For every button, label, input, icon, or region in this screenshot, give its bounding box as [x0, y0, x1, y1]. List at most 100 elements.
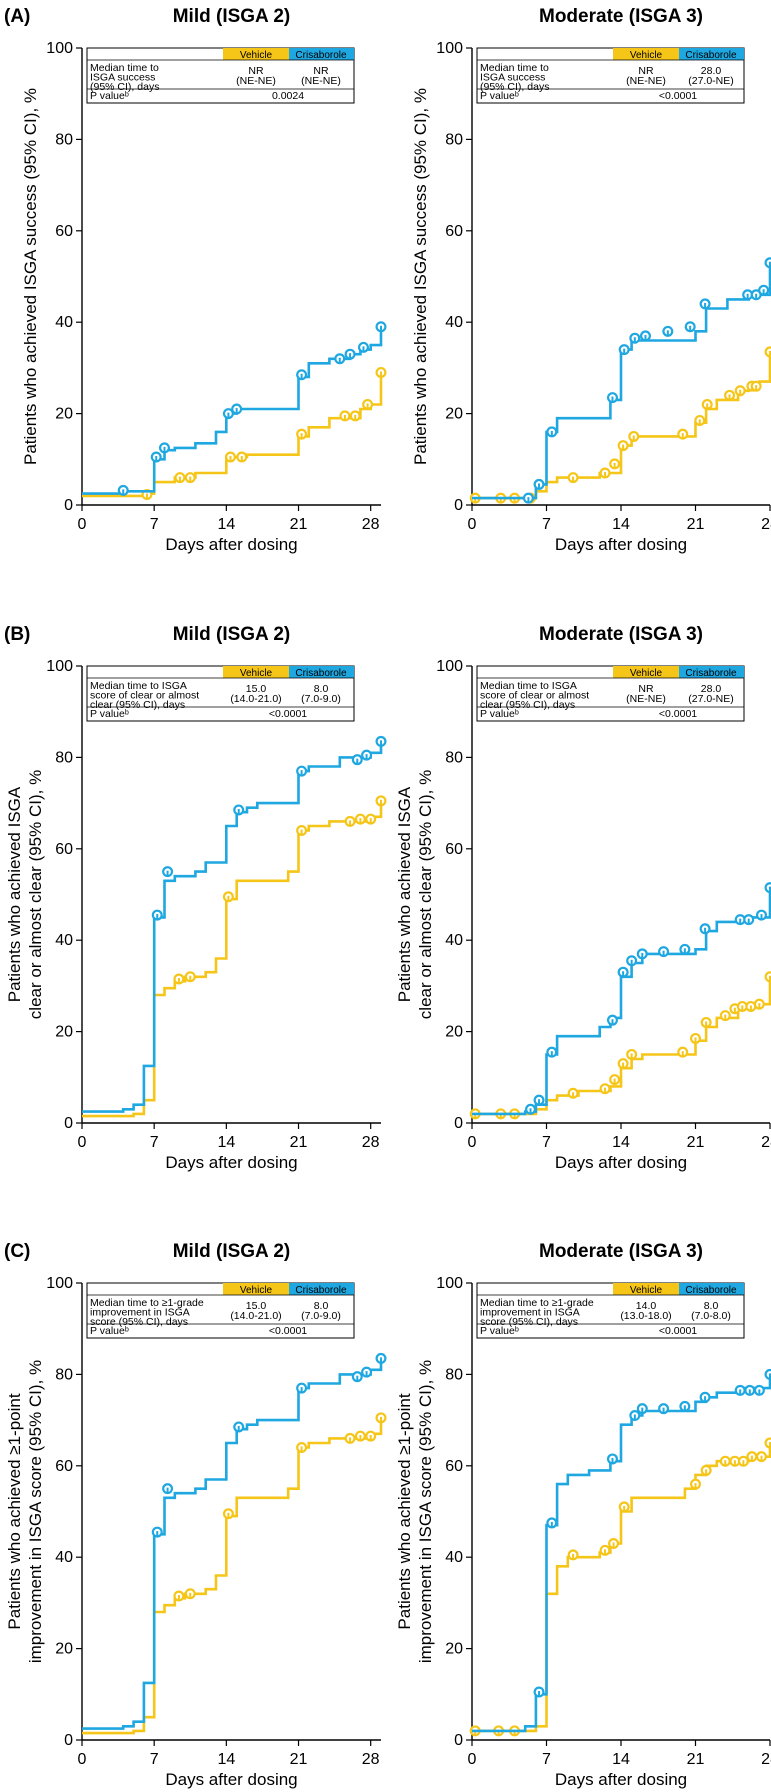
crisaborole-median: NR [313, 65, 329, 77]
p-value: <0.0001 [659, 708, 697, 720]
header-vehicle: Vehicle [630, 1285, 663, 1296]
x-tick-label: 7 [542, 1751, 551, 1768]
p-value: 0.0024 [272, 90, 304, 102]
vehicle-median: (13.0-18.0) [620, 1310, 671, 1322]
y-axis-label: Patients who achieved ≥1-point [395, 1393, 414, 1629]
panel-label: (A) [4, 6, 30, 27]
vehicle-median: 14.0 [636, 1300, 657, 1312]
series-line-crisaborole [82, 743, 383, 1113]
vehicle-median: (NE-NE) [626, 693, 666, 705]
header-crisaborole-cell [289, 666, 354, 678]
y-tick-label: 40 [445, 314, 463, 331]
crisaborole-median: 8.0 [314, 1300, 329, 1312]
header-vehicle-cell [613, 48, 679, 60]
y-tick-label: 80 [445, 749, 463, 766]
chart-title: Mild (ISGA 2) [173, 1241, 291, 1262]
chart-c-mild: Mild (ISGA 2) Patients who achieved ≥1-po… [5, 1241, 387, 1789]
y-tick-label: 40 [445, 1549, 463, 1566]
panel-c: (C) Mild (ISGA 2) Patients who achieved ≥1… [4, 1241, 771, 1789]
x-tick-label: 21 [290, 516, 308, 533]
chart-b-mild: Mild (ISGA 2)Patients who achieved ISGA c… [5, 624, 387, 1172]
x-tick-label: 0 [78, 516, 87, 533]
y-tick-label: 40 [55, 1549, 73, 1566]
header-vehicle: Vehicle [240, 668, 273, 679]
crisaborole-median: (7.0-8.0) [691, 1310, 731, 1322]
info-row-label: clear (95% CI), days [480, 699, 575, 711]
series-line-vehicle [82, 803, 383, 1118]
info-row-label: clear (95% CI), days [90, 699, 185, 711]
x-axis-label: Days after dosing [555, 1153, 687, 1172]
header-vehicle-cell [223, 666, 289, 678]
y-tick-label: 80 [55, 1366, 73, 1383]
p-value-label: P valueᵇ [480, 90, 519, 102]
y-tick-label: 60 [55, 841, 73, 858]
y-tick-label: 40 [445, 932, 463, 949]
vehicle-median: 15.0 [246, 1300, 267, 1312]
x-tick-label: 0 [468, 1751, 477, 1768]
series-crisaborole [472, 1368, 771, 1733]
y-tick-label: 20 [55, 1024, 73, 1041]
x-tick-label: 14 [612, 516, 630, 533]
x-tick-label: 7 [542, 516, 551, 533]
x-tick-label: 21 [687, 1134, 705, 1151]
y-tick-label: 0 [454, 1115, 463, 1132]
x-tick-label: 0 [78, 1134, 87, 1151]
header-vehicle: Vehicle [240, 50, 273, 61]
info-row-label: ISGA success [90, 72, 155, 84]
y-axis-label: Patients who achieved ISGA [395, 786, 414, 1002]
x-tick-label: 0 [468, 516, 477, 533]
y-tick-label: 100 [436, 40, 463, 57]
series-vehicle [82, 1412, 387, 1735]
crisaborole-median: (27.0-NE) [688, 75, 734, 87]
x-tick-label: 7 [150, 516, 159, 533]
info-row-label: (95% CI), days [480, 81, 549, 93]
header-crisaborole: Crisaborole [295, 1285, 347, 1296]
y-tick-label: 20 [55, 406, 73, 423]
y-tick-label: 20 [445, 406, 463, 423]
y-tick-label: 0 [64, 1115, 73, 1132]
x-tick-label: 28 [362, 516, 380, 533]
vehicle-median: (NE-NE) [626, 75, 666, 87]
chart-a-mild: Mild (ISGA 2) Patients who achieved ISGA … [21, 6, 387, 554]
y-tick-label: 40 [55, 314, 73, 331]
p-value-label: P valueᵇ [480, 708, 519, 720]
x-tick-label: 14 [217, 516, 235, 533]
y-tick-label: 20 [55, 1641, 73, 1658]
p-value-label: P valueᵇ [90, 708, 129, 720]
header-vehicle-cell [613, 666, 679, 678]
p-value: <0.0001 [269, 708, 307, 720]
p-value: <0.0001 [269, 1325, 307, 1337]
series-line-vehicle [82, 367, 383, 498]
y-axis-label: Patients who achieved ≥1-point [5, 1393, 24, 1629]
x-tick-label: 7 [150, 1751, 159, 1768]
crisaborole-median: (7.0-9.0) [301, 693, 341, 705]
x-tick-label: 7 [150, 1134, 159, 1151]
crisaborole-median: (27.0-NE) [688, 693, 734, 705]
vehicle-median: (14.0-21.0) [230, 693, 281, 705]
x-tick-label: 14 [217, 1134, 235, 1151]
info-row-label: ISGA success [480, 72, 545, 84]
p-value-label: P valueᵇ [90, 90, 129, 102]
y-tick-label: 0 [64, 497, 73, 514]
x-axis-label: Days after dosing [165, 1770, 297, 1789]
y-tick-label: 20 [445, 1024, 463, 1041]
y-tick-label: 60 [55, 223, 73, 240]
header-crisaborole: Crisaborole [685, 50, 737, 61]
vehicle-median: NR [638, 65, 654, 77]
series-vehicle [82, 366, 387, 500]
chart-title: Mild (ISGA 2) [173, 6, 291, 27]
p-value: <0.0001 [659, 1325, 697, 1337]
x-tick-label: 21 [290, 1134, 308, 1151]
series-vehicle [469, 971, 771, 1120]
x-tick-label: 0 [78, 1751, 87, 1768]
y-axis-label: Patients who achieved ISGA [5, 786, 24, 1002]
crisaborole-median: (7.0-9.0) [301, 1310, 341, 1322]
header-vehicle: Vehicle [630, 50, 663, 61]
x-tick-label: 21 [290, 1751, 308, 1768]
info-row-label: improvement in ISGA [90, 1307, 190, 1319]
y-axis-label: Patients who achieved ISGA success (95% … [411, 88, 430, 465]
info-row-label: Median time to ≥1-grade [480, 1297, 594, 1309]
x-tick-label: 28 [761, 516, 771, 533]
